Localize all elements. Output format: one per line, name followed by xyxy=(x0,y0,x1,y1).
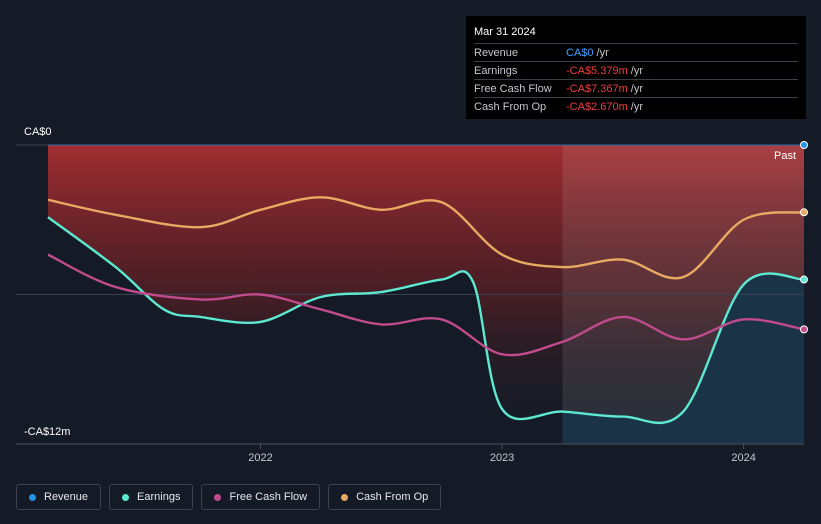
loss-area xyxy=(48,145,804,423)
tooltip-row-revenue: Revenue CA$0 /yr xyxy=(474,43,798,61)
legend: Revenue Earnings Free Cash Flow Cash Fro… xyxy=(16,484,442,512)
legend-item-revenue[interactable]: Revenue xyxy=(16,484,102,510)
tooltip-unit: /yr xyxy=(630,64,643,77)
tooltip-label: Cash From Op xyxy=(474,100,547,113)
tooltip-label: Revenue xyxy=(474,46,519,59)
legend-dot-icon xyxy=(29,493,36,501)
legend-label: Free Cash Flow xyxy=(229,491,308,503)
x-tick-label: 2024 xyxy=(731,452,755,464)
series-end-point xyxy=(800,325,808,334)
tooltip-row-earnings: Earnings -CA$5.379m /yr xyxy=(474,61,798,79)
tooltip-unit: /yr xyxy=(630,82,643,95)
tooltip-row-free-cash-flow: Free Cash Flow -CA$7.367m /yr xyxy=(474,79,798,97)
y-label-bottom: -CA$12m xyxy=(24,426,71,438)
legend-label: Earnings xyxy=(137,491,181,503)
legend-dot-icon xyxy=(214,493,222,501)
x-tick-label: 2023 xyxy=(490,452,514,464)
series-end-point xyxy=(800,208,808,217)
tooltip-row-cash-from-op: Cash From Op -CA$2.670m /yr xyxy=(474,97,798,115)
tooltip-value: CA$0 xyxy=(566,46,594,59)
series-end-point xyxy=(800,141,808,149)
series-line-cash-from-op xyxy=(47,196,805,280)
tooltip-value: -CA$5.379m xyxy=(566,64,628,77)
earnings-shaded-fill xyxy=(562,273,804,444)
tooltip-unit: /yr xyxy=(596,46,609,59)
legend-dot-icon xyxy=(341,493,349,501)
past-label: Past xyxy=(774,150,797,162)
y-label-top: CA$0 xyxy=(24,126,52,138)
legend-dot-icon xyxy=(122,493,130,501)
legend-item-cash-from-op[interactable]: Cash From Op xyxy=(328,484,442,510)
tooltip-label: Earnings xyxy=(474,64,518,77)
legend-item-earnings[interactable]: Earnings xyxy=(109,484,194,510)
tooltip-date: Mar 31 2024 xyxy=(474,26,536,38)
series-line-earnings xyxy=(47,216,805,424)
series-line-free-cash-flow xyxy=(47,253,805,357)
tooltip: Mar 31 2024 Revenue CA$0 /yr Earnings -C… xyxy=(466,16,806,119)
tooltip-label: Free Cash Flow xyxy=(474,82,552,95)
tooltip-value: -CA$2.670m xyxy=(566,100,628,113)
tooltip-value: -CA$7.367m xyxy=(566,82,628,95)
series-end-point xyxy=(800,275,808,284)
legend-label: Cash From Op xyxy=(356,491,429,503)
x-tick-label: 2022 xyxy=(248,452,272,464)
tooltip-unit: /yr xyxy=(630,100,643,113)
legend-item-free-cash-flow[interactable]: Free Cash Flow xyxy=(201,484,321,510)
legend-label: Revenue xyxy=(44,491,89,503)
